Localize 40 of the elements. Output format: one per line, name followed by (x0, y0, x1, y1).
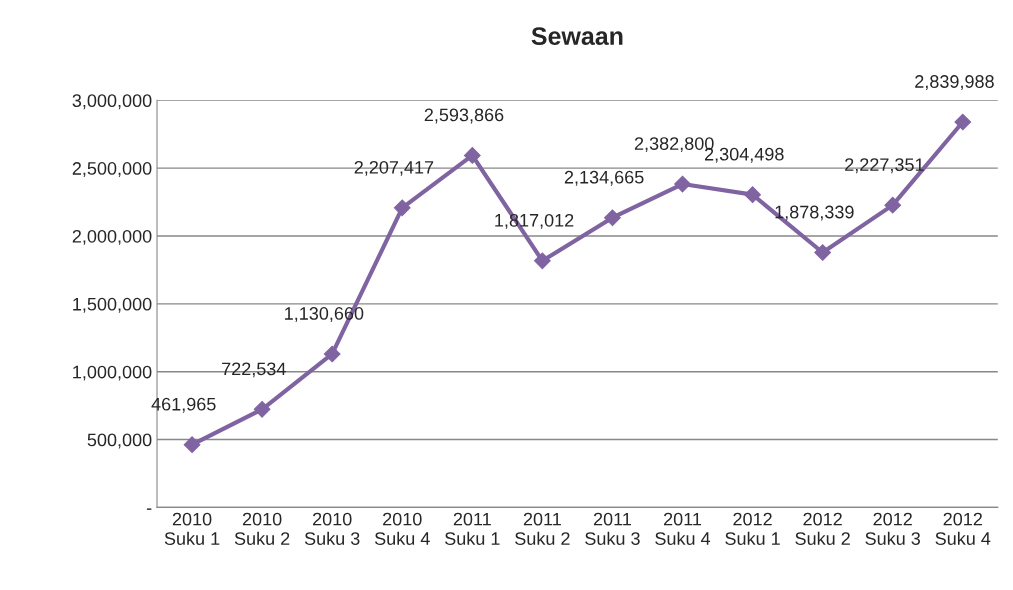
y-tick-label: 2,000,000 (72, 229, 152, 245)
point (393, 199, 411, 217)
x-tick-label: 2012 Suku 2 (795, 512, 850, 545)
point (674, 175, 691, 193)
x-tick-label: 2010 Suku 2 (234, 512, 290, 545)
x-tick-label: 2012 Suku 4 (935, 512, 991, 545)
point (253, 400, 271, 418)
x-tick-label: 2011 Suku 4 (655, 512, 711, 545)
data-label: 1,878,339 (775, 205, 854, 221)
point (814, 244, 832, 261)
point (604, 209, 621, 227)
point (323, 345, 341, 363)
y-tick-label: 2,500,000 (72, 162, 152, 177)
point (534, 252, 551, 270)
data-label: 2,839,988 (915, 75, 994, 91)
x-tick-label: 2010 Suku 3 (304, 512, 360, 545)
data-label: 722,534 (222, 362, 286, 378)
data-label: 2,227,351 (845, 158, 924, 174)
y-tick-label: 1,000,000 (73, 365, 152, 381)
x-tick-label: 2010 Suku 4 (374, 512, 430, 545)
x-tick-label: 2011 Suku 1 (445, 512, 500, 545)
point (744, 186, 761, 204)
y-tick-label: 500,000 (87, 433, 152, 449)
y-tick-label: - (146, 508, 152, 510)
x-tick-label: 2010 Suku 1 (164, 512, 220, 545)
chart-title: Sewaan (531, 27, 623, 45)
x-tick-label: 2011 Suku 2 (515, 512, 570, 545)
x-tick-label: 2012 Suku 1 (725, 512, 780, 545)
x-tick-label: 2011 Suku 3 (585, 512, 640, 545)
point (463, 147, 481, 164)
data-label: 461,965 (151, 397, 216, 413)
data-label: 2,593,866 (424, 108, 504, 124)
x-tick-label: 2012 Suku 3 (865, 512, 921, 545)
point (183, 436, 201, 454)
point (884, 196, 902, 214)
y-tick-label: 3,000,000 (72, 94, 152, 110)
data-label: 2,207,417 (354, 160, 434, 176)
point (954, 113, 972, 131)
data-label: 2,134,665 (564, 170, 644, 186)
y-tick-label: 1,500,000 (73, 297, 152, 313)
